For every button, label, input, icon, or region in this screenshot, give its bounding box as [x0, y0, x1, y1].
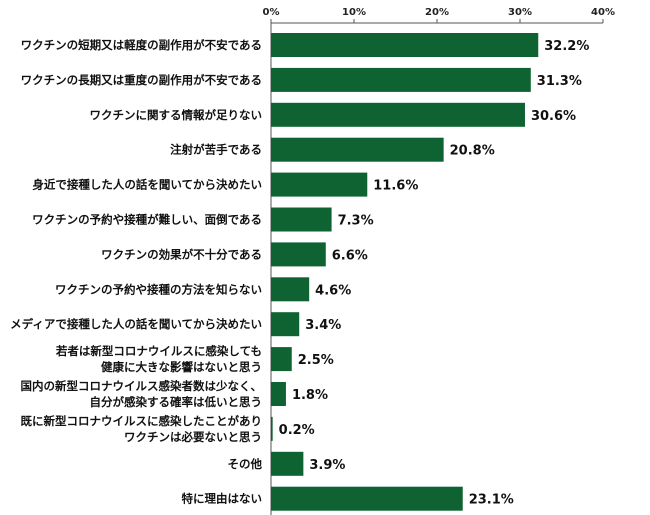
value-label: 3.4% [305, 318, 341, 333]
bar [271, 347, 292, 372]
bar [271, 67, 531, 92]
bar [271, 382, 286, 406]
value-label: 2.5% [298, 353, 334, 368]
category-label: 特に理由はない [182, 492, 263, 506]
x-tick-label: 40% [591, 7, 615, 18]
category-label: ワクチンの長期又は重度の副作用が不安である [21, 73, 262, 87]
x-tick-label: 30% [508, 7, 532, 18]
bar [271, 312, 300, 337]
value-label: 20.8% [450, 144, 495, 159]
category-label: ワクチンの予約や接種が難しい、面倒である [32, 213, 262, 227]
x-tick-label: 0% [263, 7, 280, 18]
value-label: 31.3% [537, 74, 582, 89]
category-label: メディアで接種した人の話を聞いてから決めたい [10, 317, 262, 331]
value-label: 3.9% [309, 458, 345, 473]
bar [271, 33, 539, 57]
category-label: 国内の新型コロナウイルス感染者数は少なく、 [21, 379, 263, 393]
category-label: 既に新型コロナウイルスに感染したことがあり [21, 414, 263, 428]
value-label: 6.6% [332, 248, 368, 263]
bars [271, 33, 539, 511]
category-label: ワクチンの予約や接種の方法を知らない [55, 282, 262, 296]
value-label: 23.1% [469, 493, 514, 508]
bar [271, 416, 273, 441]
category-label: ワクチンに関する情報が足りない [90, 108, 263, 122]
category-label: 注射が苦手である [170, 143, 262, 157]
x-tick-label: 10% [342, 7, 366, 18]
bar [271, 137, 444, 162]
bar [271, 486, 463, 511]
value-label: 4.6% [315, 283, 351, 298]
value-label: 32.2% [544, 39, 589, 54]
bar [271, 277, 310, 302]
bar [271, 207, 332, 232]
x-tick-label: 20% [425, 7, 449, 18]
category-label: ワクチンは必要ないと思う [124, 430, 262, 444]
value-label: 1.8% [292, 388, 328, 403]
bar [271, 172, 368, 197]
bar [271, 102, 525, 127]
value-label: 30.6% [531, 109, 576, 124]
category-label: その他 [228, 457, 263, 471]
bar [271, 242, 326, 267]
category-label: 自分が感染する確率は低いと思う [90, 395, 263, 409]
category-labels: ワクチンの短期又は軽度の副作用が不安であるワクチンの長期又は重度の副作用が不安で… [10, 38, 262, 506]
value-label: 11.6% [373, 179, 418, 194]
value-label: 0.2% [279, 423, 315, 438]
category-label: 身近で接種した人の話を聞いてから決めたい [32, 178, 262, 192]
category-label: 健康に大きな影響はないと思う [101, 360, 262, 374]
category-label: ワクチンの短期又は軽度の副作用が不安である [21, 38, 262, 52]
category-label: 若者は新型コロナウイルスに感染しても [56, 344, 262, 358]
bar [271, 451, 304, 476]
value-label: 7.3% [338, 214, 374, 229]
category-label: ワクチンの効果が不十分である [101, 247, 262, 261]
value-labels: 32.2% 31.3% 30.6% 20.8% 11.6% 7.3% 6.6% 4.6% 3.4… [279, 39, 590, 508]
